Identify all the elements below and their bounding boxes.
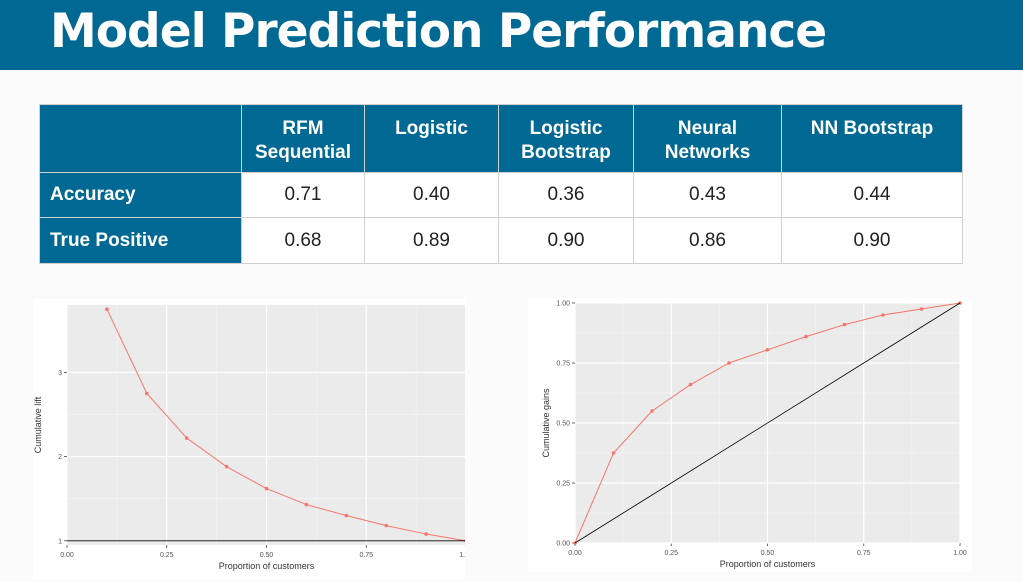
x-tick-label: 0.50 (260, 552, 274, 559)
x-tick-label: 0.75 (857, 550, 871, 557)
x-tick-label: 0.50 (761, 550, 775, 557)
lift-chart-svg: 0.00 0.25 0.50 0.75 1.00 1 2 3 Proportion of cus… (33, 305, 465, 571)
column-header: Neural Networks (633, 104, 782, 173)
data-point (384, 523, 389, 528)
row-header: True Positive (39, 217, 242, 264)
page-title: Model Prediction Performance (50, 4, 827, 59)
table-row-accuracy: Accuracy 0.71 0.40 0.36 0.43 0.44 (39, 172, 963, 218)
data-point (264, 486, 269, 491)
data-point (105, 307, 109, 312)
series-line (106, 308, 465, 542)
data-point (344, 513, 349, 518)
column-header: RFM Sequential (241, 104, 365, 173)
data-point (688, 382, 693, 387)
column-header: NN Bootstrap (781, 104, 963, 173)
y-tick-label: 0.75 (556, 361, 570, 368)
y-tick-label: 0.00 (556, 541, 570, 548)
table-cell: 0.71 (241, 172, 365, 218)
x-tick-label: 0.00 (568, 550, 582, 557)
x-axis-label: Proportion of customers (219, 561, 315, 571)
data-point (881, 313, 885, 317)
data-point (424, 532, 428, 536)
data-point (842, 322, 847, 327)
table-cell: 0.36 (498, 172, 634, 218)
x-tick-label: 0.75 (359, 552, 373, 559)
table-cell: 0.89 (364, 217, 499, 264)
table-cell: 0.44 (781, 172, 963, 218)
x-axis-label: Proportion of customers (720, 559, 816, 569)
y-tick-label: 0.50 (556, 421, 570, 428)
data-point (611, 451, 616, 455)
table-header-row: RFM Sequential Logistic Logistic Bootstrap… (39, 104, 963, 173)
performance-table: RFM Sequential Logistic Logistic Bootstrap… (39, 104, 963, 264)
y-tick-label: 1.00 (556, 301, 570, 308)
gains-chart: 0.00 0.25 0.50 0.75 1.00 0.00 0.25 0.50 0.75 1.00… (528, 298, 972, 572)
x-tick-label: 0.25 (160, 552, 174, 559)
table-cell: 0.68 (241, 217, 365, 264)
table-corner-cell (39, 104, 242, 173)
data-point (145, 391, 149, 396)
table-cell: 0.90 (498, 217, 634, 264)
table-cell: 0.86 (633, 217, 782, 264)
y-axis-label: Cumulative lift (33, 396, 43, 453)
data-point (184, 436, 189, 440)
data-point (304, 502, 309, 507)
data-point (919, 307, 924, 311)
x-tick-label: 1.00 (953, 550, 967, 557)
title-bar: Model Prediction Performance (0, 0, 1023, 70)
y-axis-label: Cumulative gains (541, 388, 551, 458)
x-tick-label: 0.25 (664, 550, 678, 557)
table-row-true-positive: True Positive 0.68 0.89 0.90 0.86 0.90 (39, 217, 963, 264)
data-point (224, 464, 229, 469)
y-tick-label: 0.25 (556, 481, 570, 488)
baseline-line (574, 302, 961, 544)
gains-chart-svg: 0.00 0.25 0.50 0.75 1.00 0.00 0.25 0.50 0.75 1.00… (541, 301, 967, 570)
y-tick-label: 1 (58, 538, 62, 545)
data-point (727, 361, 731, 365)
y-tick-label: 3 (58, 370, 62, 377)
x-tick-label: 0.00 (60, 552, 74, 559)
lift-chart: 0.00 0.25 0.50 0.75 1.00 1 2 3 Proportion of cus… (33, 299, 465, 580)
x-tick-label: 1.00 (459, 552, 465, 559)
table-cell: 0.43 (633, 172, 782, 218)
data-point (650, 409, 654, 413)
y-tick-label: 2 (58, 454, 62, 461)
data-point (804, 334, 808, 339)
column-header: Logistic (364, 104, 499, 173)
table-cell: 0.40 (364, 172, 499, 218)
table-cell: 0.90 (781, 217, 963, 264)
data-point (765, 348, 770, 352)
row-header: Accuracy (39, 172, 242, 218)
column-header: Logistic Bootstrap (498, 104, 634, 173)
